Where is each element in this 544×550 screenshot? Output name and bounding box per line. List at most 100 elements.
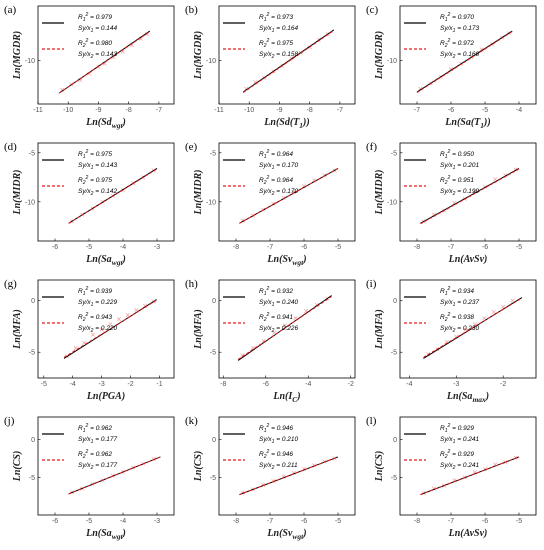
legend-r2-1: R12 = 0.950 <box>440 149 474 160</box>
legend-r2-2: R22 = 0.975 <box>259 38 293 49</box>
legend-r2-1: R12 = 0.975 <box>78 149 112 160</box>
x-axis-label-main: Ln(Sv <box>266 254 293 265</box>
y-tick-label: -5 <box>210 475 216 482</box>
x-axis-label-main: Ln(Sd <box>85 117 113 128</box>
legend-sy-value: 0.142 <box>101 188 118 195</box>
chart-panel: (h) -8 -6 -4 -2 -5 0 Ln(IC) Ln(MFA) R12 = 0.932 Sy… <box>181 274 362 411</box>
x-tick-label: -5 <box>482 107 488 114</box>
x-tick-label: -4 <box>120 518 126 525</box>
legend-r2-value: 0.934 <box>458 288 475 295</box>
data-point <box>510 298 515 303</box>
y-tick-label: -10 <box>206 199 216 206</box>
x-tick-label: -3 <box>154 518 160 525</box>
legend-r2-2: R22 = 0.946 <box>259 449 293 460</box>
panel-label: (i) <box>366 278 377 290</box>
y-axis-label: Ln(CS) <box>12 451 23 483</box>
data-point <box>125 313 130 318</box>
legend-sy-2: Sy/x2 = 0.177 <box>78 462 118 471</box>
legend-sy-1: Sy/x1 = 0.143 <box>78 162 118 171</box>
y-tick-label: -5 <box>29 350 35 357</box>
legend-sy-value: 0.201 <box>463 162 480 169</box>
x-axis-label-main: Ln(Sa <box>85 254 112 265</box>
axes-frame <box>218 142 356 242</box>
x-tick-label: -11 <box>214 107 224 114</box>
fit-line-2 <box>68 168 158 224</box>
legend-sy-value: 0.241 <box>463 462 480 469</box>
legend-r2-value: 0.943 <box>96 314 113 321</box>
legend-sy-2: Sy/x2 = 0.220 <box>78 325 118 334</box>
legend-r2-value: 0.975 <box>277 40 294 47</box>
panel-label: (d) <box>4 141 17 153</box>
legend-r2-1: R12 = 0.973 <box>259 12 293 23</box>
legend-sy-2: Sy/x2 = 0.170 <box>259 188 299 197</box>
y-axis-label: Ln(MGDR) <box>12 31 23 80</box>
x-axis-label-sub: 1 <box>480 121 484 130</box>
x-tick-label: -4 <box>406 381 412 388</box>
axes-frame <box>37 5 175 105</box>
legend-sy-value: 0.158 <box>282 51 299 58</box>
legend-r2-1: R12 = 0.934 <box>440 286 474 297</box>
panel-label: (b) <box>185 4 198 16</box>
x-tick-label: -8 <box>307 107 313 114</box>
legend-sy-value: 0.143 <box>101 162 118 169</box>
legend-sy-value: 0.164 <box>282 25 299 32</box>
panel-label: (j) <box>4 415 15 427</box>
legend-sy-value: 0.199 <box>463 188 480 195</box>
legend-r2-value: 0.950 <box>458 151 475 158</box>
y-axis-label: Ln(MIDR) <box>12 169 23 215</box>
y-axis-label: Ln(MGDR) <box>374 31 385 80</box>
x-axis-label-main: Ln(Sd(T <box>263 117 300 128</box>
legend-r2-value: 0.946 <box>277 425 294 432</box>
x-tick-label: -10 <box>244 107 254 114</box>
axes-frame <box>399 279 537 379</box>
fit-line-2 <box>237 296 332 360</box>
x-tick-label: -7 <box>337 107 343 114</box>
x-axis-label-main: Ln(PGA) <box>86 391 125 402</box>
chart-panel: (l) -8 -7 -6 -5 -5 0 Ln(AvSv) Ln(CS) R12 = 0.929 S… <box>362 411 543 548</box>
legend-r2-1: R12 = 0.946 <box>259 423 293 434</box>
x-axis-label: Ln(Svwgt) <box>266 254 306 267</box>
y-axis-label: Ln(MIDR) <box>374 169 385 215</box>
x-axis-label-main: Ln(Sa(T <box>444 117 481 128</box>
x-tick-label: -2 <box>127 381 133 388</box>
x-axis-label: Ln(PGA) <box>86 391 125 402</box>
legend-r2-value: 0.980 <box>96 40 113 47</box>
axes-frame <box>218 5 356 105</box>
chart-panel: (f) -8 -7 -6 -5 -10 -5 Ln(AvSv) Ln(MIDR) R12 = 0.… <box>362 137 543 274</box>
legend-sy-1: Sy/x1 = 0.144 <box>78 25 118 34</box>
chart-svg: (e) -8 -7 -6 -5 -10 -5 Ln(Svwgt) Ln(MIDR) R12 = 0… <box>185 141 356 267</box>
y-tick-label: -10 <box>206 58 216 65</box>
y-axis-label: Ln(MGDR) <box>193 31 204 80</box>
chart-svg: (h) -8 -6 -4 -2 -5 0 Ln(IC) Ln(MFA) R12 = 0.932 Sy… <box>185 278 356 404</box>
fit-line-2 <box>416 31 513 93</box>
legend-r2-2: R22 = 0.943 <box>78 312 112 323</box>
x-axis-label-tail: ) <box>122 117 126 128</box>
x-tick-label: -2 <box>348 381 354 388</box>
data-point <box>99 327 104 332</box>
fit-line-2 <box>420 456 520 496</box>
x-axis-label-main: Ln(AvSv) <box>448 254 488 265</box>
legend-r2-2: R22 = 0.964 <box>259 175 293 186</box>
legend-sy-1: Sy/x1 = 0.229 <box>78 299 118 308</box>
legend-r2-1: R12 = 0.970 <box>440 12 474 23</box>
y-axis-label: Ln(MFA) <box>12 309 23 350</box>
y-tick-label: -5 <box>391 350 397 357</box>
y-axis-label: Ln(MFA) <box>374 309 385 350</box>
chart-panel: (d) -6 -5 -4 -3 -10 -5 Ln(Sawgt) Ln(MIDR) R12 = 0… <box>0 137 181 274</box>
legend-sy-value: 0.230 <box>463 325 480 332</box>
x-axis-label: Ln(Sd(T1)) <box>263 117 309 130</box>
x-tick-label: -6 <box>301 518 307 525</box>
x-tick-label: -6 <box>52 518 58 525</box>
x-axis-label-tail: ) <box>302 528 306 539</box>
legend-r2-1: R12 = 0.979 <box>78 12 112 23</box>
panel-label: (e) <box>185 141 198 153</box>
x-tick-label: -8 <box>233 518 239 525</box>
y-tick-label: 0 <box>212 437 216 444</box>
y-tick-label: -10 <box>25 199 35 206</box>
chart-svg: (f) -8 -7 -6 -5 -10 -5 Ln(AvSv) Ln(MIDR) R12 = 0.… <box>366 141 537 265</box>
legend-r2-2: R22 = 0.929 <box>440 449 474 460</box>
chart-svg: (b) -11 -10 -9 -8 -7 -10 Ln(Sd(T1)) Ln(MGDR) R12 … <box>185 4 356 130</box>
y-tick-label: -10 <box>387 58 397 65</box>
axes-frame <box>399 142 537 242</box>
